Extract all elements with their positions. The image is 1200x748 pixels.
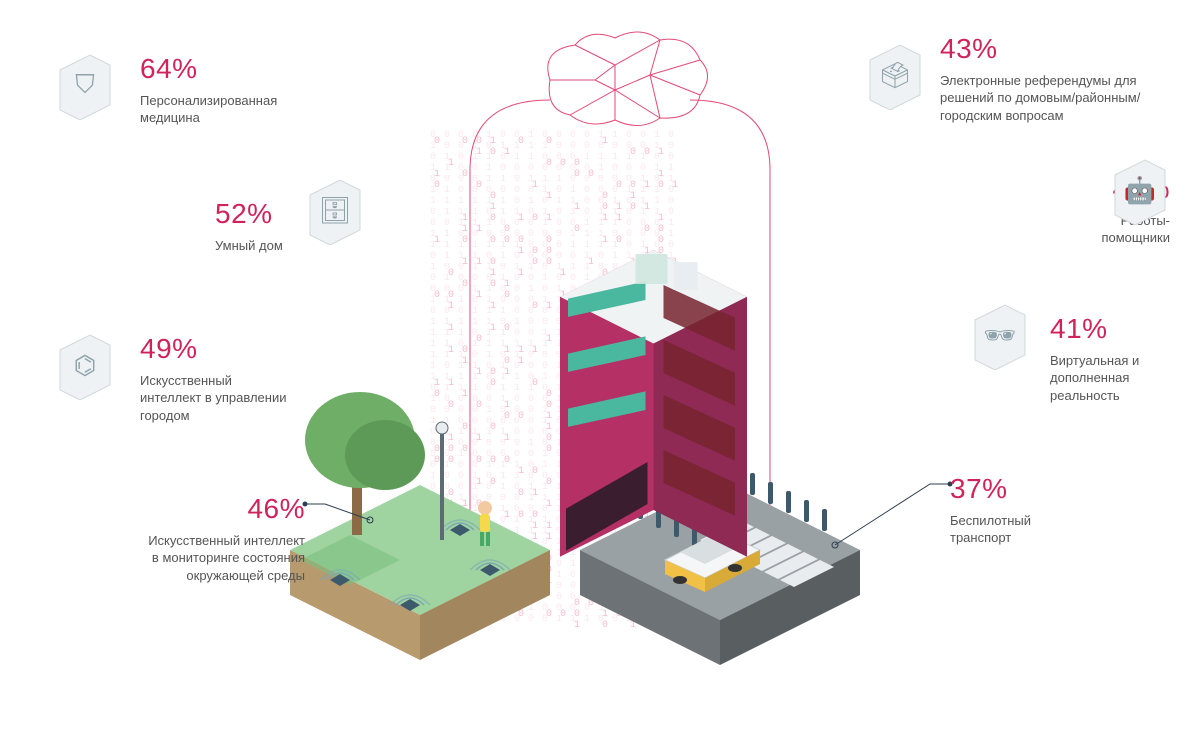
stat-percent: 37%: [950, 470, 1130, 508]
brain-panel-icon: ⌬: [50, 330, 120, 400]
stat-ai-city: 49% Искусственный интеллект в управлении …: [140, 330, 360, 424]
ballot-icon: 🗳: [860, 40, 930, 110]
stat-med: 64% Персонализированная медицина: [140, 50, 360, 127]
person-screen-icon: ⛉: [50, 50, 120, 120]
stat-label: Беспилотный транспорт: [950, 512, 1130, 547]
stat-label: Электронные референдумы для решений по д…: [940, 72, 1190, 125]
stat-label: Виртуальная и дополненная реальность: [1050, 352, 1200, 405]
stat-eref: 43% Электронные референдумы для решений п…: [940, 30, 1190, 124]
stat-percent: 43%: [940, 30, 1190, 68]
stat-ai-env: 46% Искусственный интеллект в мониторинге…: [65, 490, 305, 584]
stat-percent: 64%: [140, 50, 360, 88]
stat-label: Искусственный интеллект в управлении гор…: [140, 372, 360, 425]
stat-auto: 37% Беспилотный транспорт: [950, 470, 1130, 547]
stat-percent: 49%: [140, 330, 360, 368]
stat-vr: 41% Виртуальная и дополненная реальность: [1050, 310, 1200, 404]
robot-icon: 🤖: [1105, 155, 1175, 225]
stat-percent: 41%: [1050, 310, 1200, 348]
infographic-stage: 000010010000110010 100101111000000010 01…: [0, 0, 1200, 728]
wardrobe-icon: 🗄: [300, 175, 370, 245]
stat-percent: 46%: [65, 490, 305, 528]
stat-label: Искусственный интеллект в мониторинге со…: [65, 532, 305, 585]
vr-person-icon: 🕶: [965, 300, 1035, 370]
stat-label: Персонализированная медицина: [140, 92, 360, 127]
